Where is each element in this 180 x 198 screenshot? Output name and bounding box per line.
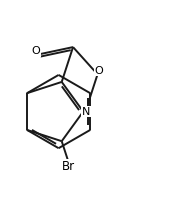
Text: O: O <box>32 46 40 56</box>
Text: Br: Br <box>61 160 75 173</box>
Text: O: O <box>94 66 103 76</box>
Text: N: N <box>82 107 90 117</box>
